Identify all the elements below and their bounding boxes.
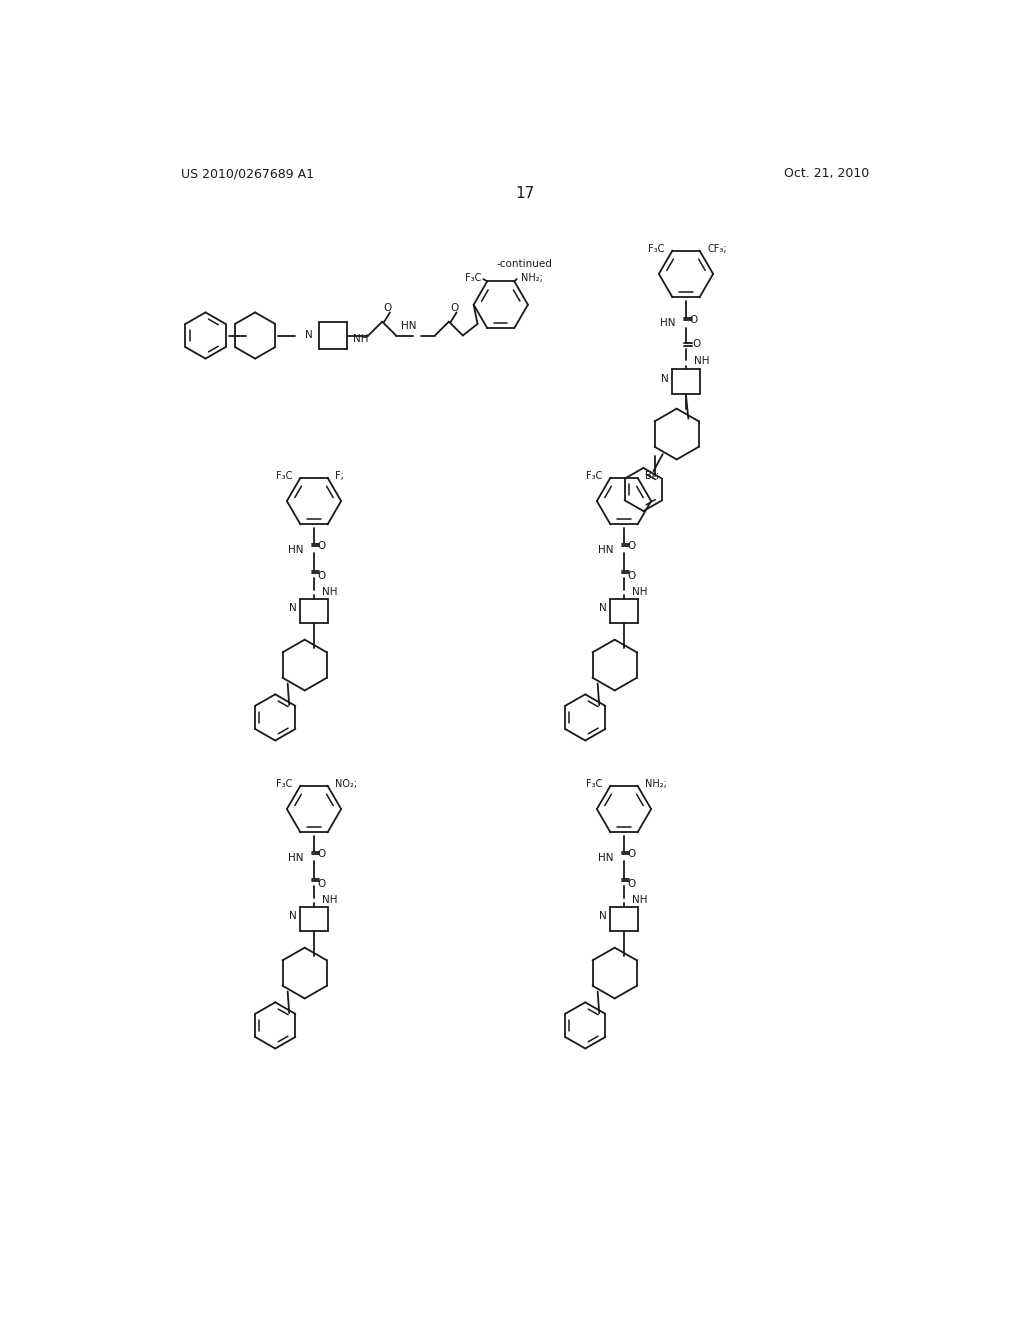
Text: CF₃;: CF₃;	[708, 244, 727, 253]
Text: NH: NH	[322, 587, 337, 597]
Text: NH: NH	[632, 587, 647, 597]
Text: F₃C: F₃C	[648, 244, 665, 253]
Text: -continued: -continued	[497, 260, 553, 269]
Text: O: O	[692, 339, 701, 348]
Text: NH: NH	[632, 895, 647, 906]
Text: F₃C: F₃C	[587, 779, 603, 789]
Text: N: N	[599, 603, 607, 612]
Text: NH: NH	[322, 895, 337, 906]
Text: NH: NH	[352, 334, 369, 343]
Text: O: O	[689, 315, 698, 325]
Text: HN: HN	[659, 318, 675, 329]
Text: HN: HN	[598, 545, 613, 554]
Text: NH: NH	[693, 356, 710, 366]
Text: O: O	[317, 879, 326, 888]
Text: 17: 17	[515, 186, 535, 201]
Text: O: O	[317, 570, 326, 581]
Text: O: O	[384, 302, 392, 313]
Text: NH₂;: NH₂;	[520, 273, 543, 284]
Text: HN: HN	[288, 545, 303, 554]
Text: F₃C: F₃C	[587, 471, 603, 482]
Text: F₃C: F₃C	[465, 273, 481, 284]
Text: F;: F;	[335, 471, 344, 482]
Text: N: N	[662, 374, 669, 384]
Text: N: N	[305, 330, 313, 341]
Text: O: O	[628, 541, 636, 552]
Text: NO₂;: NO₂;	[335, 779, 357, 789]
Text: HN: HN	[400, 321, 417, 331]
Text: F₃C: F₃C	[276, 779, 293, 789]
Text: N: N	[599, 911, 607, 921]
Text: Br;: Br;	[645, 471, 659, 482]
Text: Oct. 21, 2010: Oct. 21, 2010	[783, 168, 869, 181]
Text: O: O	[628, 879, 636, 888]
Text: US 2010/0267689 A1: US 2010/0267689 A1	[180, 168, 313, 181]
Text: NH₂;: NH₂;	[645, 779, 668, 789]
Text: F₃C: F₃C	[276, 471, 293, 482]
Text: O: O	[451, 302, 459, 313]
Text: O: O	[628, 850, 636, 859]
Text: HN: HN	[598, 853, 613, 862]
Text: HN: HN	[288, 853, 303, 862]
Text: O: O	[628, 570, 636, 581]
Text: N: N	[289, 603, 297, 612]
Text: O: O	[317, 541, 326, 552]
Text: N: N	[289, 911, 297, 921]
Text: O: O	[317, 850, 326, 859]
